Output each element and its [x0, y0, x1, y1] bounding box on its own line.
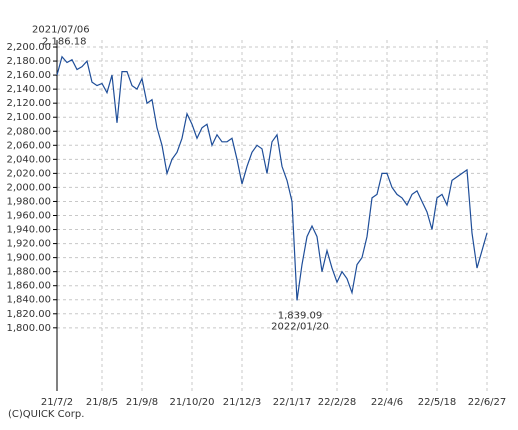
- y-tick-label: 1,960.00: [6, 211, 51, 222]
- y-tick-label: 2,100.00: [6, 112, 51, 123]
- annotation-value: 2,186.18: [42, 37, 87, 48]
- y-tick-label: 2,040.00: [6, 154, 51, 165]
- y-tick-label: 2,120.00: [6, 98, 51, 109]
- y-tick-label: 2,180.00: [6, 56, 51, 67]
- y-tick-label: 2,000.00: [6, 182, 51, 193]
- y-tick-label: 1,820.00: [6, 309, 51, 320]
- x-tick-label: 22/5/18: [418, 397, 457, 408]
- annotation-date: 2022/01/20: [271, 321, 329, 332]
- copyright: (C)QUICK Corp.: [8, 409, 84, 420]
- y-tick-label: 2,200.00: [6, 42, 51, 53]
- x-tick-label: 22/6/27: [468, 397, 507, 408]
- y-tick-label: 1,860.00: [6, 281, 51, 292]
- annotation-value: 1,839.09: [278, 310, 323, 321]
- y-tick-label: 1,840.00: [6, 295, 51, 306]
- y-tick-label: 2,060.00: [6, 140, 51, 151]
- x-tick-label: 21/9/8: [126, 397, 158, 408]
- y-tick-label: 1,800.00: [6, 323, 51, 334]
- annotation-date: 2021/07/06: [32, 25, 90, 36]
- x-tick-label: 21/8/5: [86, 397, 118, 408]
- y-tick-label: 2,160.00: [6, 70, 51, 81]
- y-tick-label: 1,980.00: [6, 196, 51, 207]
- x-tick-label: 21/10/20: [170, 397, 215, 408]
- x-tick-label: 22/1/17: [273, 397, 312, 408]
- x-tick-label: 21/7/2: [41, 397, 73, 408]
- y-tick-label: 1,880.00: [6, 267, 51, 278]
- price-line: [56, 55, 488, 301]
- y-tick-label: 1,920.00: [6, 239, 51, 250]
- x-tick-label: 22/2/28: [318, 397, 357, 408]
- y-tick-label: 1,940.00: [6, 225, 51, 236]
- y-tick-label: 2,080.00: [6, 126, 51, 137]
- y-tick-label: 2,140.00: [6, 84, 51, 95]
- x-tick-label: 22/4/6: [371, 397, 403, 408]
- y-tick-label: 2,020.00: [6, 168, 51, 179]
- y-tick-label: 1,900.00: [6, 253, 51, 264]
- x-tick-label: 21/12/3: [223, 397, 262, 408]
